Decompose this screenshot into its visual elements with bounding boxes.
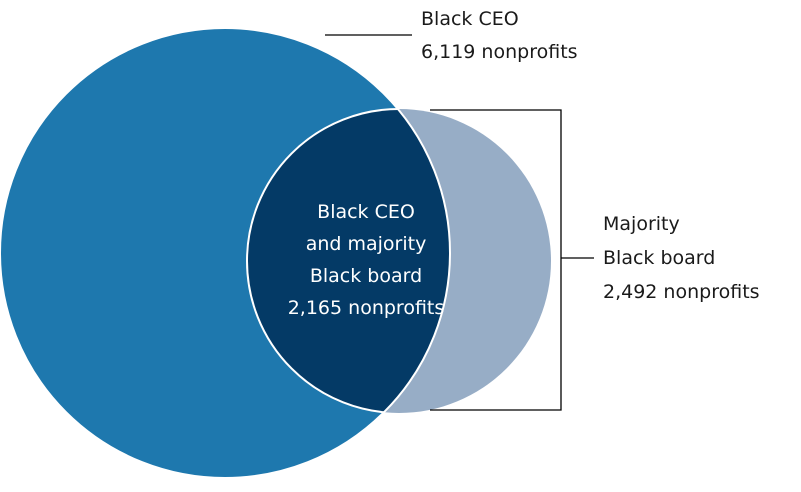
overlap-label-line3: Black board	[310, 265, 422, 287]
majority-board-bracket	[430, 109, 594, 411]
overlap-label-line2: and majority	[306, 233, 427, 255]
black-ceo-count: 6,119 nonprofits	[421, 41, 578, 63]
majority-board-label-line2: Black board	[603, 247, 715, 269]
majority-board-label-line1: Majority	[603, 213, 680, 235]
black-ceo-outline	[0, 27, 451, 479]
majority-board-count: 2,492 nonprofits	[603, 281, 760, 303]
black-ceo-label: Black CEO	[421, 8, 519, 30]
overlap-label-line1: Black CEO	[317, 201, 415, 223]
overlap-count: 2,165 nonprofits	[288, 297, 445, 319]
overlap-region	[247, 109, 450, 413]
